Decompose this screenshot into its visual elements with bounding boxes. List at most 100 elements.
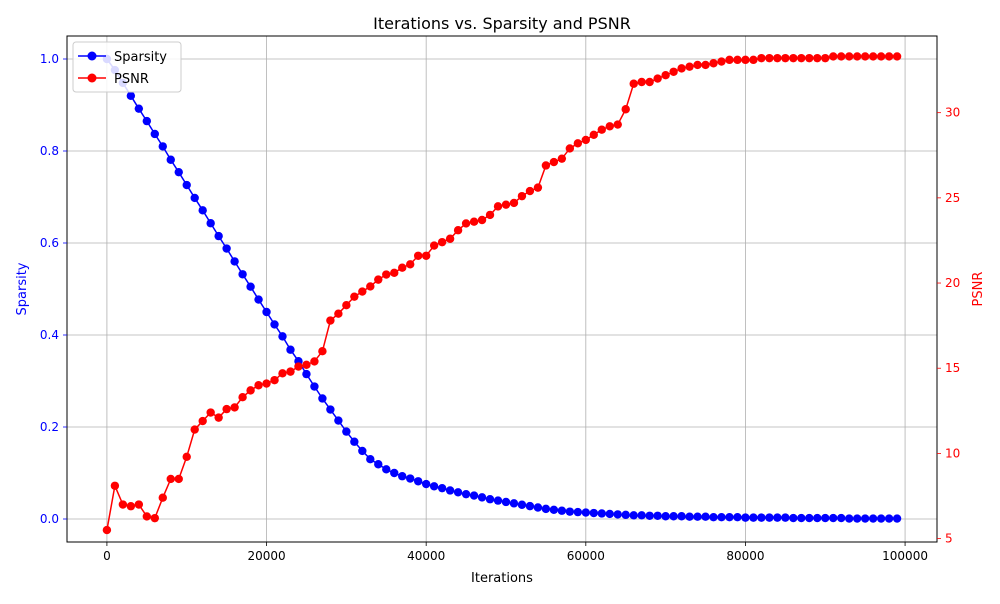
psnr-point [725,55,734,65]
sparsity-point [541,504,551,514]
psnr-point [134,500,144,509]
psnr-point [366,282,375,291]
sparsity-point [549,505,559,514]
sparsity-point [445,486,455,495]
psnr-point [541,161,551,170]
sparsity-point [517,500,527,509]
sparsity-point [876,514,886,523]
psnr-point [661,70,670,80]
sparsity-point [533,503,543,512]
psnr-point [501,200,511,209]
sparsity-point [477,493,487,502]
sparsity-point [509,499,519,508]
sparsity-point [413,477,423,486]
psnr-point [461,219,471,228]
psnr-point [437,237,447,247]
sparsity-point [860,514,870,523]
sparsity-point [741,513,750,522]
psnr-point [613,120,622,129]
sparsity-point [485,495,495,504]
sparsity-point [749,513,758,522]
psnr-point [845,52,854,61]
sparsity-point [597,509,606,518]
psnr-point [102,525,112,535]
sparsity-point [892,514,902,523]
psnr-point [406,260,415,269]
sparsity-point [845,514,854,523]
sparsity-point [581,508,591,517]
sparsity-point [222,244,231,253]
sparsity-point [174,167,183,177]
psnr-point [813,53,822,63]
sparsity-point [134,104,144,113]
sparsity-point [374,460,383,469]
sparsity-point [637,511,646,520]
psnr-point [485,210,495,220]
psnr-point [517,191,527,201]
sparsity-point [493,496,503,505]
sparsity-point [158,142,167,151]
psnr-point [182,452,191,462]
psnr-point [166,474,175,484]
left-y-tick-label: 1.0 [40,52,59,66]
sparsity-point [398,472,407,481]
psnr-point [318,346,327,356]
sparsity-point [701,512,710,521]
psnr-point [645,77,654,87]
psnr-point [110,481,120,490]
psnr-point [677,64,686,73]
sparsity-point [653,511,662,520]
psnr-point [892,52,902,61]
sparsity-point [342,427,351,436]
sparsity-point [326,405,335,414]
sparsity-point [286,345,295,354]
right-y-axis-ticks: 5 10 15 20 25 30 [937,106,960,546]
psnr-point [533,183,543,192]
psnr-point [174,474,183,484]
psnr-point [509,198,519,208]
sparsity-point [310,382,319,391]
sparsity-point [238,270,247,279]
sparsity-point [318,394,327,403]
sparsity-point [693,512,702,521]
psnr-point [222,404,231,414]
sparsity-point [406,474,415,483]
sparsity-point [270,320,279,329]
sparsity-point [166,155,175,164]
sparsity-point [677,512,686,521]
sparsity-series [102,54,902,523]
psnr-point [214,413,223,422]
sparsity-point [198,206,207,215]
psnr-point [573,139,583,148]
psnr-point [398,263,407,272]
sparsity-point [453,488,463,497]
sparsity-point [797,513,806,523]
right-y-tick-label: 30 [945,106,960,120]
psnr-point [310,357,319,366]
psnr-point [581,135,591,145]
psnr-point [693,60,702,70]
psnr-point [374,275,383,284]
sparsity-point [813,513,822,523]
sparsity-point [302,369,311,379]
psnr-point [685,62,694,71]
psnr-point [709,59,718,68]
sparsity-point [421,479,431,489]
psnr-point [565,144,575,153]
psnr-point [294,362,303,371]
sparsity-point [390,468,399,478]
psnr-point [852,52,862,61]
psnr-point [158,493,167,502]
sparsity-point [126,91,136,101]
x-tick-label: 60000 [567,549,605,563]
sparsity-point [190,193,199,203]
series-layer [102,52,902,535]
sparsity-point [573,507,583,517]
psnr-point [350,292,359,301]
psnr-point [421,251,431,260]
right-y-tick-label: 5 [945,532,953,546]
psnr-point [278,369,287,378]
right-y-axis-label: PSNR [971,272,986,307]
sparsity-point [829,513,838,523]
x-tick-label: 100000 [882,549,928,563]
